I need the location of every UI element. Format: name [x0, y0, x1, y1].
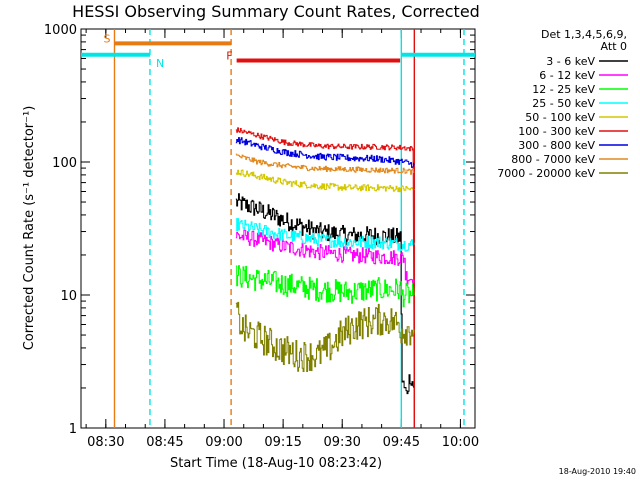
series-line: [235, 153, 415, 175]
legend-entry-label: 100 - 300 keV: [518, 125, 595, 138]
legend-header-attenuator: Att 0: [601, 40, 627, 53]
series-line: [235, 229, 415, 287]
legend-entry-label: 300 - 800 keV: [518, 139, 595, 152]
series-line: [235, 301, 415, 372]
legend-entry-label: 3 - 6 keV: [546, 55, 595, 68]
series-line: [235, 193, 415, 395]
x-tick-label: 09:15: [264, 435, 301, 450]
plot-area: 1 10 100 1000 08:30 08:45 09:00 09:15 09:30 09:45…: [44, 23, 479, 450]
series-line: [235, 218, 415, 252]
y-tick-label: 1: [69, 422, 77, 437]
legend-entry-label: 12 - 25 keV: [532, 83, 595, 96]
generation-timestamp: 18-Aug-2010 19:40: [559, 467, 636, 476]
series-line: [235, 169, 415, 193]
y-tick-label: 1000: [44, 23, 77, 38]
x-tick-label: 08:45: [146, 435, 183, 450]
flag-label: F: [226, 49, 232, 62]
series-line: [235, 265, 415, 308]
legend-entry-label: 50 - 100 keV: [525, 111, 595, 124]
y-tick-label: 10: [60, 289, 77, 304]
series-line: [235, 137, 415, 168]
x-tick-label: 08:30: [87, 435, 124, 450]
x-tick-label: 09:30: [323, 435, 360, 450]
x-tick-label: 10:00: [442, 435, 479, 450]
y-tick-label: 100: [52, 156, 77, 171]
legend-entry-label: 25 - 50 keV: [532, 97, 595, 110]
flag-label: N: [156, 57, 164, 70]
flag-label: S: [104, 32, 111, 45]
x-tick-label: 09:45: [383, 435, 420, 450]
legend-entry-label: 800 - 7000 keV: [511, 153, 595, 166]
legend-entry-label: 6 - 12 keV: [539, 69, 595, 82]
x-tick-label: 09:00: [205, 435, 242, 450]
legend-header-detectors: Det 1,3,4,5,6,9,: [541, 28, 627, 41]
chart-title: HESSI Observing Summary Count Rates, Cor…: [72, 2, 480, 21]
series-line: [235, 127, 415, 429]
y-axis-label: Corrected Count Rate (s⁻¹ detector⁻¹): [22, 106, 37, 351]
plot-frame: [80, 28, 476, 429]
legend-entry-label: 7000 - 20000 keV: [497, 167, 595, 180]
x-axis-label: Start Time (18-Aug-10 08:23:42): [170, 456, 382, 471]
